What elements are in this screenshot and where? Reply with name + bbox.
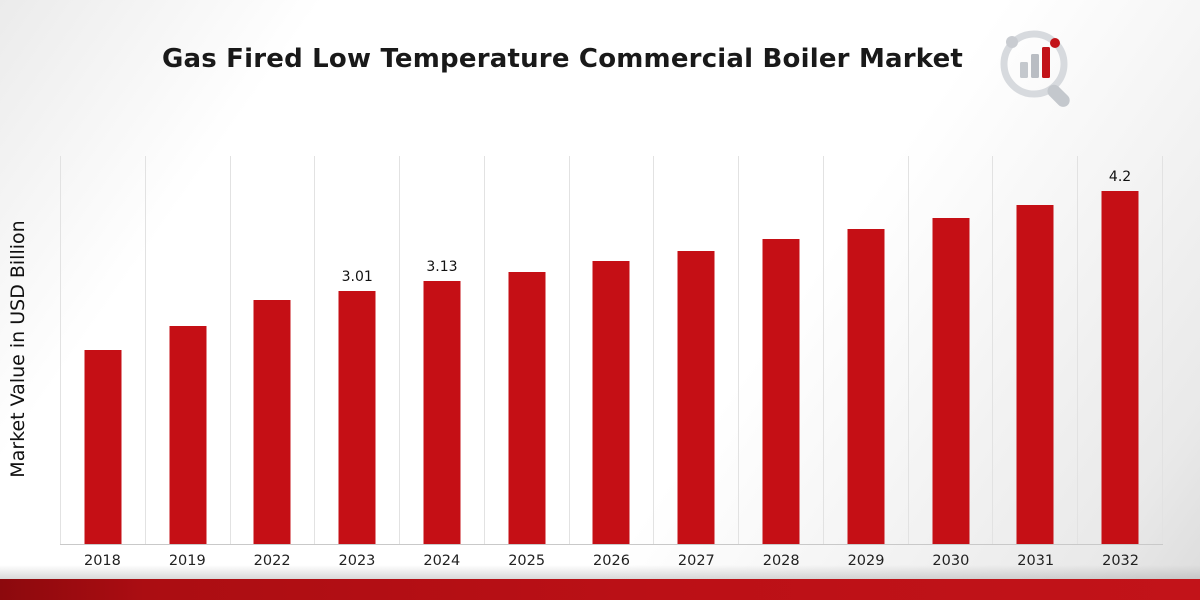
grid-column — [739, 156, 824, 544]
grid-column — [485, 156, 570, 544]
bottom-gradient-band — [0, 565, 1200, 579]
brand-logo-icon — [1000, 30, 1070, 107]
grid-column: 4.2 — [1078, 156, 1163, 544]
grid-column: 3.13 — [400, 156, 485, 544]
bar-2022 — [253, 300, 291, 544]
grid-column: 3.01 — [315, 156, 401, 544]
grid-column — [824, 156, 909, 544]
bar-2029 — [847, 229, 885, 544]
bar-2024 — [423, 281, 461, 544]
bar-2028 — [762, 239, 800, 544]
bar-2019 — [169, 326, 207, 544]
grid-column — [993, 156, 1079, 544]
bar-value-label: 4.2 — [1108, 169, 1132, 185]
bar-2031 — [1016, 205, 1054, 544]
x-tick-label: 2026 — [593, 553, 630, 569]
bar-value-label: 3.13 — [426, 259, 458, 275]
grid-column — [570, 156, 655, 544]
bottom-red-ribbon — [0, 579, 1200, 600]
bar-2027 — [677, 251, 715, 544]
x-tick-label: 2028 — [762, 553, 800, 569]
bar-value-label: 3.01 — [341, 269, 373, 285]
x-axis-ticks: 2018 2019 2022 2023 2024 2025 2026 2027 2028 2029… — [60, 545, 1163, 569]
x-tick-label: 2025 — [508, 553, 546, 569]
x-tick-label: 2032 — [1102, 553, 1139, 569]
y-axis-label: Market Value in USD Billion — [7, 220, 29, 478]
x-tick-label: 2024 — [423, 553, 461, 569]
bar-2025 — [508, 272, 546, 544]
plot-area: 3.01 3.13 4.2 2018 2019 2022 2023 2024 2025 2026… — [60, 156, 1163, 569]
brand-logo — [992, 26, 1084, 114]
x-tick-label: 2023 — [338, 553, 376, 569]
bar-2030 — [932, 218, 970, 544]
x-tick-label: 2029 — [847, 553, 885, 569]
grid-column — [231, 156, 316, 544]
bar-2023 — [338, 291, 376, 544]
x-tick-label: 2031 — [1017, 553, 1055, 569]
bar-2018 — [84, 350, 122, 544]
x-tick-label: 2018 — [83, 553, 121, 569]
grid-column — [60, 156, 146, 544]
bar-2026 — [592, 261, 630, 544]
bar-columns: 3.01 3.13 4.2 — [60, 156, 1163, 545]
bar-2032 — [1101, 191, 1139, 544]
grid-column — [654, 156, 740, 544]
x-tick-label: 2019 — [168, 553, 206, 569]
x-tick-label: 2030 — [932, 553, 970, 569]
chart-title: Gas Fired Low Temperature Commercial Boi… — [161, 44, 964, 74]
grid-column — [909, 156, 994, 544]
x-tick-label: 2022 — [253, 553, 291, 569]
grid-column — [146, 156, 231, 544]
x-tick-label: 2027 — [677, 553, 715, 569]
